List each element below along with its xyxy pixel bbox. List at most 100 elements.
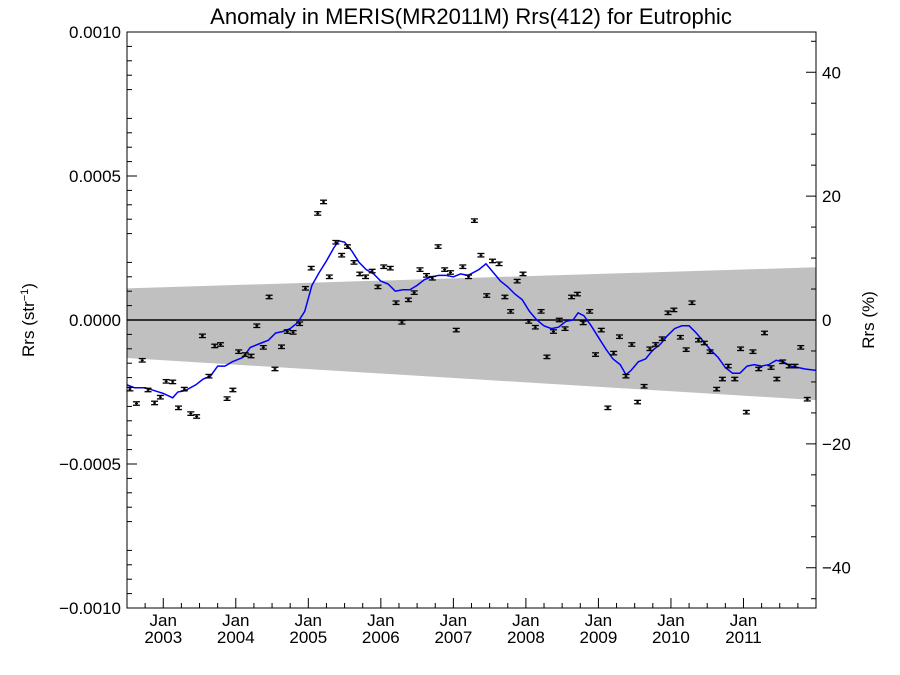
data-point [761, 330, 769, 336]
data-point [229, 387, 237, 393]
data-point [718, 376, 726, 382]
data-point [749, 349, 757, 355]
data-point [688, 300, 696, 306]
data-point [597, 327, 605, 333]
y-axis-label-left: Rrs (str−1) [19, 283, 38, 357]
data-point [658, 336, 666, 342]
data-point [670, 307, 678, 313]
x-tick-label-year: 2005 [289, 628, 327, 647]
data-point [724, 363, 732, 369]
x-tick-label-year: 2004 [217, 628, 255, 647]
data-point [169, 379, 177, 385]
data-point [271, 366, 279, 372]
data-point [180, 386, 188, 392]
data-point [713, 386, 721, 392]
x-tick-label-year: 2011 [725, 628, 762, 647]
y-tick-label-left: −0.0005 [59, 455, 121, 474]
data-point [561, 326, 569, 332]
data-point [138, 357, 146, 363]
data-point [416, 267, 424, 272]
data-point [277, 344, 285, 350]
data-point [350, 260, 358, 265]
y-tick-label-left: 0.0000 [69, 311, 121, 330]
data-point [676, 334, 684, 340]
data-point [489, 258, 497, 264]
data-point [144, 387, 152, 393]
y-tick-label-right: −40 [822, 559, 851, 578]
y-tick-label-left: 0.0005 [69, 167, 121, 186]
data-point [543, 354, 551, 360]
data-point [549, 329, 557, 334]
data-point [779, 359, 787, 365]
data-point [289, 330, 297, 335]
x-tick-label-year: 2008 [507, 628, 545, 647]
data-point [586, 308, 594, 314]
data-point [398, 319, 406, 325]
confidence-band [127, 267, 816, 401]
data-point [513, 278, 521, 284]
x-tick-label-month: Jan [295, 611, 322, 630]
data-point [640, 383, 648, 389]
x-tick-label-year: 2007 [434, 628, 472, 647]
data-point [374, 284, 382, 290]
axis-layer: 0.0010 0.0005 0.0000 −0.0005 −0.0010 40 20 0 −20… [59, 23, 851, 647]
data-point [555, 317, 563, 323]
y-axis-label-left-close: ) [19, 283, 38, 289]
data-point [301, 285, 309, 291]
data-point [592, 352, 600, 357]
x-tick-label-month: Jan [512, 611, 539, 630]
data-point [604, 405, 612, 411]
data-point [283, 329, 291, 334]
data-point [610, 350, 618, 356]
data-point [446, 270, 454, 275]
chart-title: Anomaly in MERIS(MR2011M) Rrs(412) for E… [210, 4, 732, 29]
data-point [519, 271, 527, 277]
data-point [477, 252, 485, 258]
data-point [803, 396, 811, 402]
data-point [296, 321, 304, 327]
x-tick-label-year: 2009 [580, 628, 618, 647]
data-point [235, 349, 243, 355]
data-point [465, 274, 473, 280]
data-point [126, 386, 134, 392]
data-point [573, 291, 581, 297]
data-point [259, 344, 267, 350]
data-point [537, 308, 545, 314]
data-point [706, 349, 714, 355]
data-point [767, 365, 775, 370]
data-point [386, 265, 394, 271]
data-point [132, 401, 140, 406]
x-tick-label-month: Jan [585, 611, 612, 630]
data-point [193, 414, 201, 419]
data-point [731, 376, 739, 382]
data-point [483, 293, 491, 298]
data-point [162, 378, 170, 384]
data-point [568, 294, 576, 300]
data-point [428, 275, 436, 281]
data-point [392, 300, 400, 306]
data-point [700, 340, 708, 346]
data-point [253, 323, 261, 329]
x-tick-label-month: Jan [657, 611, 684, 630]
data-point [622, 373, 630, 379]
data-point [156, 394, 164, 400]
data-point [325, 274, 333, 280]
x-tick-label-month: Jan [730, 611, 757, 630]
y-tick-label-right: 0 [822, 311, 831, 330]
points-layer [126, 199, 811, 419]
y-tick-label-right: 20 [822, 187, 841, 206]
data-point [198, 333, 206, 339]
data-point [241, 352, 249, 357]
data-point [579, 320, 587, 326]
y-tick-label-right: −20 [822, 435, 851, 454]
data-point [470, 218, 478, 224]
data-point [320, 199, 328, 205]
data-point [368, 268, 376, 274]
data-point [459, 264, 467, 270]
data-point [628, 342, 636, 347]
data-point [652, 342, 660, 347]
data-point [410, 290, 418, 296]
y-axis-label-left-sup: −1 [19, 289, 31, 302]
data-point [742, 409, 750, 415]
